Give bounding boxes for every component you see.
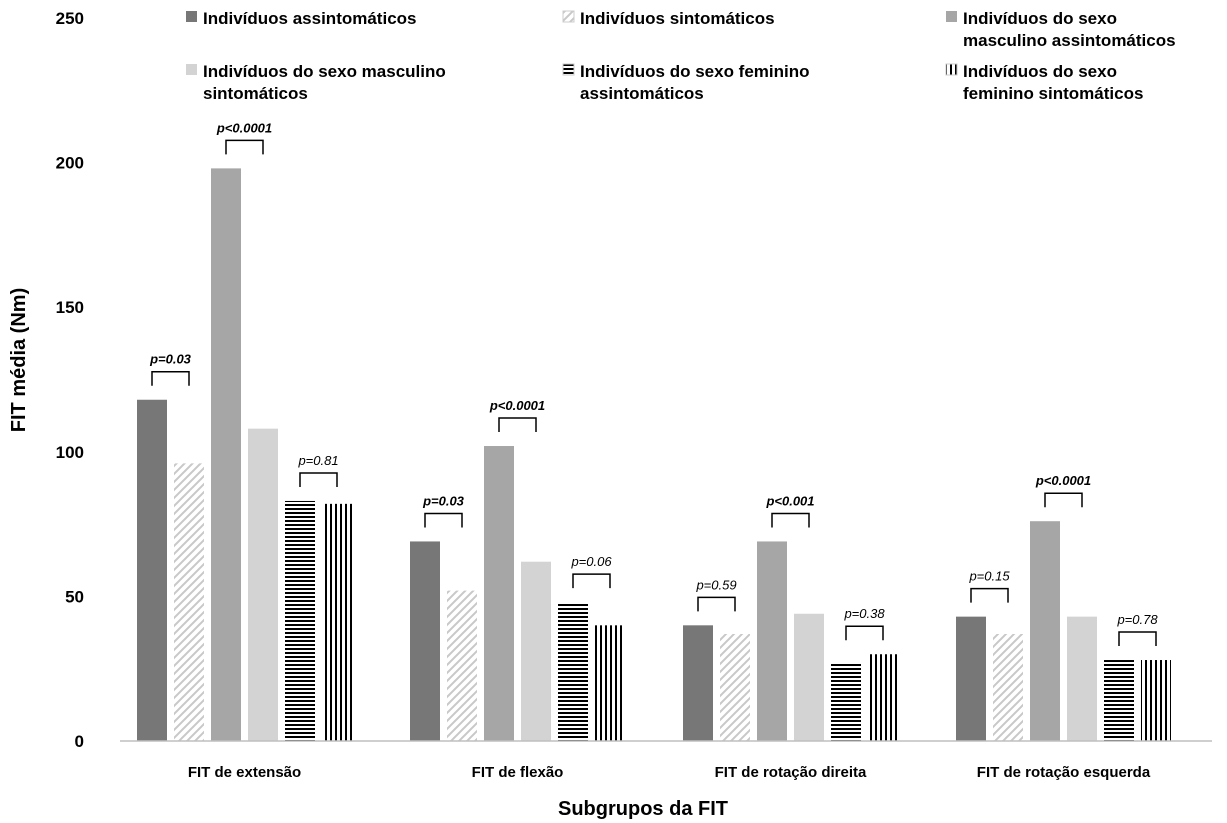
- y-tick-label: 0: [75, 732, 84, 751]
- bar: [285, 500, 315, 741]
- p-value-label: p=0.06: [570, 554, 612, 569]
- bar: [1141, 660, 1171, 741]
- y-tick-label: 200: [56, 154, 84, 173]
- y-tick-label: 100: [56, 443, 84, 462]
- x-axis: FIT de extensão FIT de flexão FIT de rotaç…: [120, 740, 1212, 781]
- x-tick-label: FIT de extensão: [188, 764, 301, 781]
- x-tick-label: FIT de rotação esquerda: [977, 764, 1151, 781]
- bar: [993, 633, 1023, 741]
- p-value-label: p=0.78: [1116, 612, 1158, 627]
- legend: Indivíduos assintomáticos Indivíduos sint…: [186, 9, 1176, 103]
- legend-label: Indivíduos sintomáticos: [580, 9, 775, 28]
- legend-label: Indivíduos assintomáticos: [203, 9, 417, 28]
- legend-swatch: [186, 11, 197, 22]
- p-value-label: p<0.0001: [216, 120, 272, 135]
- significance-annotations: p=0.03 p<0.0001 p=0.81 p=0.03 p<0.0001 p=0.06…: [149, 120, 1158, 647]
- significance-bracket: [424, 512, 463, 528]
- significance-bracket: [771, 512, 810, 528]
- legend-label: assintomáticos: [580, 84, 704, 103]
- legend-label: Indivíduos do sexo masculino: [203, 62, 446, 81]
- bar: [1030, 521, 1060, 741]
- legend-swatch: [562, 10, 575, 23]
- significance-bracket: [970, 587, 1009, 603]
- bar: [558, 602, 588, 741]
- legend-label: Indivíduos do sexo: [963, 62, 1117, 81]
- legend-label: Indivíduos do sexo: [963, 9, 1117, 28]
- bar: [484, 446, 514, 741]
- significance-bracket: [1044, 492, 1083, 508]
- x-tick-label: FIT de rotação direita: [715, 764, 867, 781]
- x-tick-label: FIT de flexão: [472, 764, 564, 781]
- bar: [410, 541, 440, 741]
- p-value-label: p<0.0001: [489, 398, 545, 413]
- p-value-label: p=0.81: [297, 453, 338, 468]
- bar: [211, 168, 241, 741]
- p-value-label: p=0.38: [843, 606, 885, 621]
- bar: [322, 503, 352, 741]
- p-value-label: p=0.15: [968, 569, 1010, 584]
- legend-swatch: [945, 63, 958, 76]
- significance-bracket: [299, 472, 338, 487]
- bar: [757, 541, 787, 741]
- significance-bracket: [151, 370, 190, 386]
- bar: [1104, 660, 1134, 741]
- significance-bracket: [498, 417, 537, 433]
- p-value-label: p<0.0001: [1035, 473, 1091, 488]
- legend-label: sintomáticos: [203, 84, 308, 103]
- bar: [174, 463, 204, 741]
- bar: [720, 633, 750, 741]
- bar: [595, 625, 625, 741]
- legend-label: Indivíduos do sexo feminino: [580, 62, 810, 81]
- bar: [956, 616, 986, 741]
- y-tick-label: 250: [56, 9, 84, 28]
- bar: [683, 625, 713, 741]
- y-axis: 0 50 100 150 200 250: [56, 9, 84, 751]
- p-value-label: p=0.03: [422, 493, 465, 508]
- legend-label: feminino sintomáticos: [963, 84, 1143, 103]
- significance-bracket: [572, 573, 611, 589]
- legend-swatch: [946, 11, 957, 22]
- bar: [831, 662, 861, 741]
- bar: [1067, 616, 1097, 741]
- bar: [248, 428, 278, 741]
- y-tick-label: 150: [56, 298, 84, 317]
- p-value-label: p<0.001: [765, 493, 814, 508]
- bar: [137, 399, 167, 741]
- legend-swatch: [562, 63, 575, 76]
- y-tick-label: 50: [65, 587, 84, 606]
- significance-bracket: [1118, 631, 1157, 647]
- bars: [137, 168, 1171, 741]
- bar: [521, 561, 551, 741]
- x-axis-title: Subgrupos da FIT: [558, 798, 728, 820]
- bar: [868, 654, 898, 741]
- bar: [794, 613, 824, 741]
- significance-bracket: [697, 596, 736, 612]
- significance-bracket: [225, 139, 264, 155]
- significance-bracket: [845, 625, 884, 641]
- bar: [447, 590, 477, 741]
- y-axis-title: FIT média (Nm): [8, 288, 30, 432]
- p-value-label: p=0.59: [695, 577, 736, 592]
- p-value-label: p=0.03: [149, 352, 192, 367]
- legend-swatch: [186, 64, 197, 75]
- legend-label: masculino assintomáticos: [963, 31, 1176, 50]
